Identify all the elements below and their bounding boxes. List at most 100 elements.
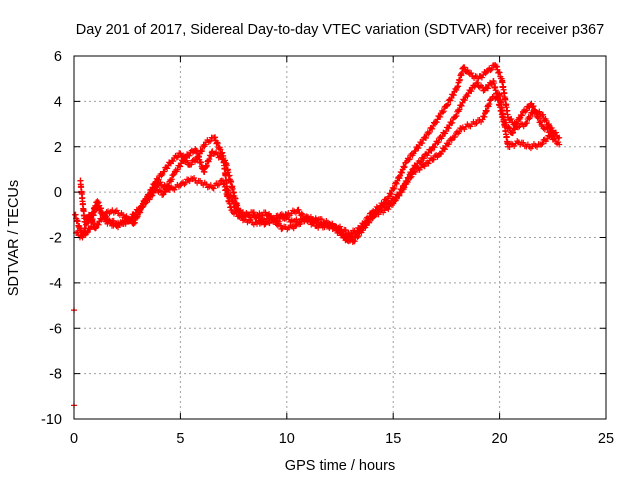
data-point-interp: [207, 137, 214, 144]
data-point-interp: [441, 146, 448, 153]
data-point-interp: [520, 139, 527, 146]
data-point-interp: [505, 123, 512, 130]
data-point-interp: [522, 108, 529, 115]
data-point-interp: [467, 123, 474, 130]
data-point-interp: [113, 207, 120, 214]
data-point-interp: [453, 112, 460, 119]
data-point-interp: [508, 115, 515, 122]
data-point-interp: [153, 183, 160, 190]
data-point-interp: [354, 233, 361, 240]
data-point-interp: [434, 139, 441, 146]
data-point-interp: [202, 141, 209, 148]
x-tick-label: 5: [176, 431, 184, 447]
data-point-interp: [406, 175, 413, 182]
data-point-interp: [538, 141, 545, 148]
data-point-interp: [90, 219, 97, 226]
data-point-interp: [154, 181, 161, 188]
data-point-interp: [487, 97, 494, 104]
data-point-interp: [417, 158, 424, 165]
data-point-interp: [342, 226, 349, 233]
data-point-interp: [526, 104, 533, 111]
data-point-interp: [175, 183, 182, 190]
data-point-interp: [444, 102, 451, 109]
data-point-interp: [216, 145, 223, 152]
data-point-interp: [170, 171, 177, 178]
data-point-interp: [433, 119, 440, 126]
data-point-interp: [203, 163, 210, 170]
data-point-interp: [158, 172, 165, 179]
data-point-interp: [443, 128, 450, 135]
data-point-interp: [416, 159, 423, 166]
data-point-interp: [361, 223, 368, 230]
data-point-interp: [412, 147, 419, 154]
data-point-interp: [203, 162, 210, 169]
data-point-interp: [98, 216, 105, 223]
data-point-interp: [375, 205, 382, 212]
data-point-interp: [529, 103, 536, 110]
data-point-interp: [468, 88, 475, 95]
data-point-interp: [437, 113, 444, 120]
data-point-interp: [408, 169, 415, 176]
data-point-interp: [538, 121, 545, 128]
data-point-interp: [543, 124, 550, 131]
data-point-interp: [481, 69, 488, 76]
data-point-interp: [421, 163, 428, 170]
data-point-interp: [482, 70, 489, 77]
data-point-interp: [250, 209, 257, 216]
data-point-interp: [136, 209, 143, 216]
data-point-interp: [373, 211, 380, 218]
data-point-interp: [480, 87, 487, 94]
data-point-interp: [415, 145, 422, 152]
data-point-interp: [511, 126, 518, 133]
data-point-interp: [161, 168, 168, 175]
data-point-interp: [139, 204, 146, 211]
data-point-interp: [98, 205, 105, 212]
y-tick-label: 6: [54, 49, 62, 65]
data-point-interp: [74, 229, 81, 236]
data-point-interp: [159, 192, 166, 199]
data-point-interp: [134, 213, 141, 220]
data-point-interp: [401, 184, 408, 191]
data-point-interp: [493, 63, 500, 70]
data-point-interp: [483, 108, 490, 115]
data-point-interp: [404, 174, 411, 181]
series-sdtvar-track-c: [73, 77, 556, 241]
data-point-interp: [548, 127, 555, 134]
data-point-interp: [309, 220, 316, 227]
data-point-interp: [173, 154, 180, 161]
data-point-interp: [533, 108, 540, 115]
data-point-interp: [430, 156, 437, 163]
data-point-interp: [203, 181, 210, 188]
series-sdtvar-track-b: [77, 90, 563, 246]
data-point-interp: [174, 166, 181, 173]
data-point-interp: [217, 146, 224, 153]
series-sdtvar-track-a: [72, 62, 563, 244]
data-point-interp: [453, 87, 460, 94]
data-point-interp: [478, 118, 485, 125]
data-point-interp: [271, 216, 278, 223]
data-point-interp: [246, 212, 253, 219]
data-point-interp: [421, 155, 428, 162]
data-point-interp: [133, 214, 140, 221]
data-point-interp: [429, 125, 436, 132]
data-point-interp: [545, 121, 552, 128]
data-point-interp: [445, 125, 452, 132]
data-point-interp: [386, 199, 393, 206]
data-point-interp: [393, 180, 400, 187]
data-point-interp: [95, 199, 102, 206]
data-point-interp: [484, 85, 491, 92]
data-point-interp: [388, 191, 395, 198]
data-point-interp: [277, 222, 284, 229]
data-point-interp: [186, 152, 193, 159]
data-point-interp: [445, 141, 452, 148]
data-point-interp: [502, 119, 509, 126]
y-tick-label: -8: [49, 367, 62, 383]
x-tick-label: 20: [492, 431, 508, 447]
data-point-interp: [483, 107, 490, 114]
data-point-interp: [298, 210, 305, 217]
data-point-interp: [496, 69, 503, 76]
data-point-interp: [435, 139, 442, 146]
data-point-interp: [530, 103, 537, 110]
data-point-interp: [87, 213, 94, 220]
data-point-interp: [313, 216, 320, 223]
